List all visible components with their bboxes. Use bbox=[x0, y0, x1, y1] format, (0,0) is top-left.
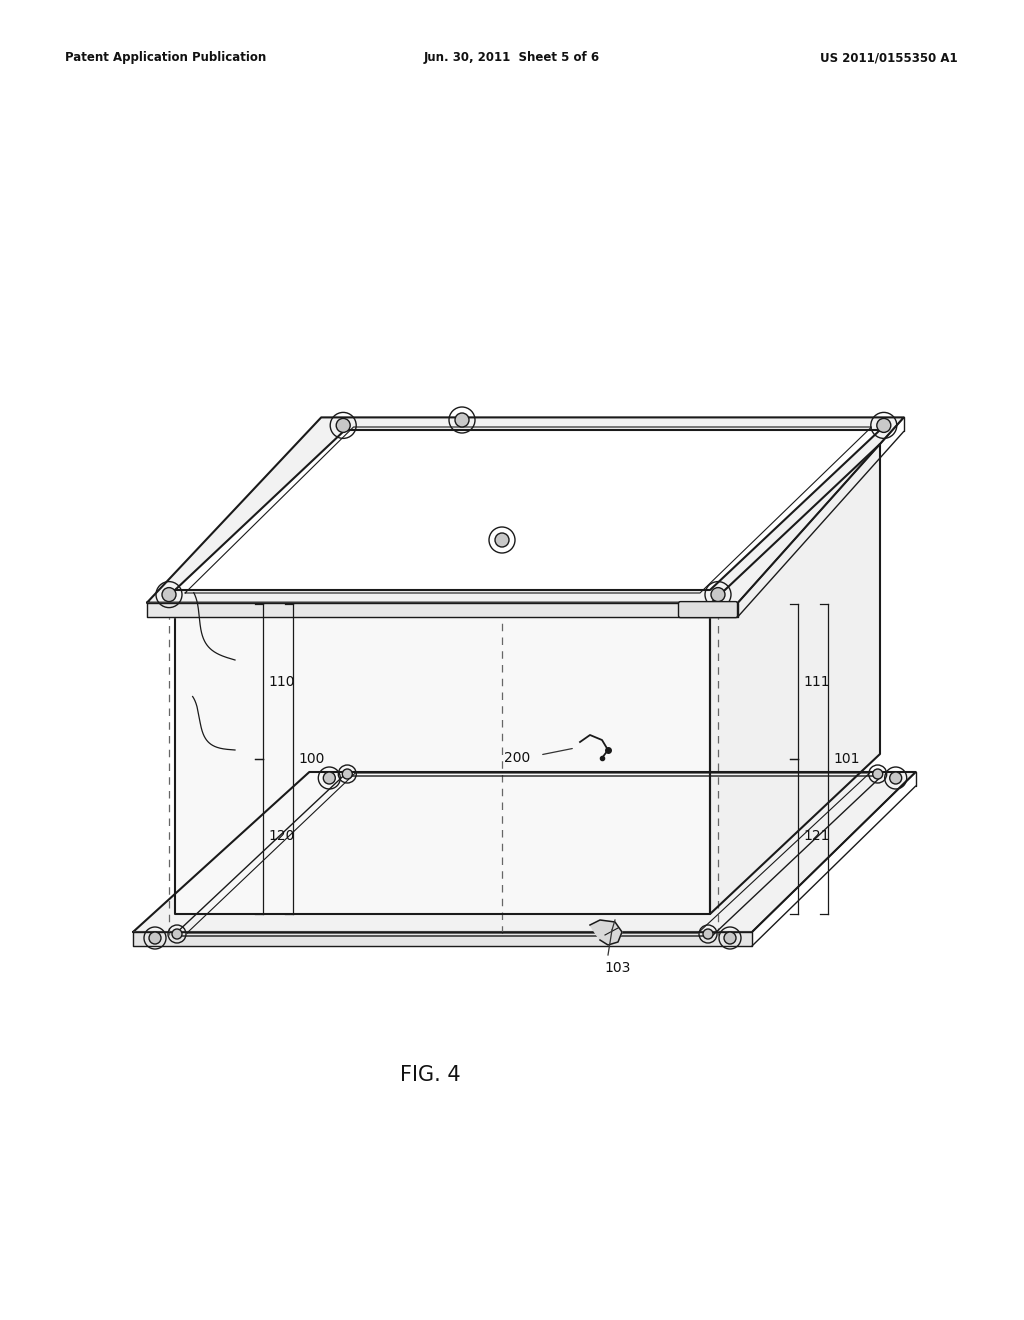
Circle shape bbox=[872, 770, 883, 779]
Polygon shape bbox=[147, 417, 904, 603]
Circle shape bbox=[890, 772, 902, 784]
Text: 121: 121 bbox=[803, 829, 829, 843]
Circle shape bbox=[703, 929, 713, 939]
Polygon shape bbox=[175, 605, 710, 913]
Circle shape bbox=[162, 587, 176, 602]
Circle shape bbox=[336, 418, 350, 433]
Circle shape bbox=[877, 418, 891, 433]
Circle shape bbox=[342, 770, 352, 779]
Text: Patent Application Publication: Patent Application Publication bbox=[65, 51, 266, 65]
Text: 111: 111 bbox=[803, 675, 829, 689]
Text: Jun. 30, 2011  Sheet 5 of 6: Jun. 30, 2011 Sheet 5 of 6 bbox=[424, 51, 600, 65]
FancyBboxPatch shape bbox=[679, 602, 737, 618]
Polygon shape bbox=[175, 430, 880, 590]
Polygon shape bbox=[133, 772, 915, 932]
Text: 101: 101 bbox=[833, 752, 859, 766]
Circle shape bbox=[172, 929, 182, 939]
Circle shape bbox=[724, 932, 736, 944]
Text: FIG. 4: FIG. 4 bbox=[399, 1065, 461, 1085]
Circle shape bbox=[711, 587, 725, 602]
Circle shape bbox=[324, 772, 335, 784]
Polygon shape bbox=[590, 920, 622, 945]
Text: 200: 200 bbox=[504, 751, 530, 766]
Text: 103: 103 bbox=[605, 961, 631, 975]
Text: 100: 100 bbox=[298, 752, 325, 766]
Polygon shape bbox=[710, 444, 880, 913]
Circle shape bbox=[495, 533, 509, 546]
Text: 110: 110 bbox=[268, 675, 295, 689]
Text: US 2011/0155350 A1: US 2011/0155350 A1 bbox=[820, 51, 958, 65]
Polygon shape bbox=[147, 603, 738, 616]
Polygon shape bbox=[133, 932, 752, 946]
Text: 120: 120 bbox=[268, 829, 294, 843]
Circle shape bbox=[455, 413, 469, 426]
Circle shape bbox=[150, 932, 161, 944]
